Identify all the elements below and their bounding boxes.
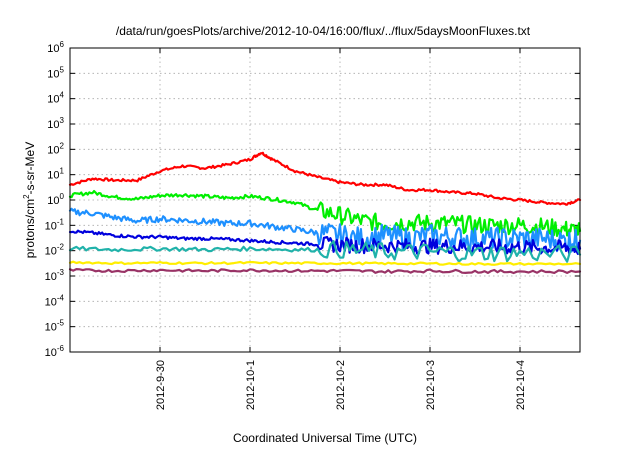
y-tick-label: 104 (47, 91, 64, 106)
chart-title: /data/run/goesPlots/archive/2012-10-04/1… (116, 24, 531, 38)
y-tick-exponent: -6 (57, 344, 65, 353)
y-tick-label: 10-2 (45, 243, 65, 258)
y-axis-label-main: protons/cm (23, 199, 37, 258)
y-tick-exponent: 6 (60, 40, 65, 49)
y-tick-base: 10 (47, 170, 59, 182)
series-line-3 (68, 207, 582, 253)
y-tick-base: 10 (45, 347, 57, 359)
y-tick-base: 10 (47, 68, 59, 80)
y-tick-label: 10-1 (45, 217, 65, 232)
y-tick-exponent: -5 (57, 319, 65, 328)
y-tick-exponent: 5 (60, 65, 65, 74)
y-tick-base: 10 (45, 220, 57, 232)
y-tick-base: 10 (45, 296, 57, 308)
y-tick-exponent: -2 (57, 243, 65, 252)
y-tick-exponent: 2 (60, 141, 65, 150)
x-tick-label: 2012-10-4 (515, 360, 527, 410)
y-tick-exponent: 3 (60, 116, 65, 125)
y-tick-label: 100 (47, 192, 64, 207)
y-tick-label: 102 (47, 141, 64, 156)
y-tick-exponent: -1 (57, 217, 65, 226)
series-group (68, 151, 582, 275)
y-axis-label: protons/cm2-s-sr-MeV (22, 142, 37, 258)
y-tick-base: 10 (47, 43, 59, 55)
series-line-1 (68, 151, 582, 206)
series-line-2 (68, 190, 582, 239)
x-tick-labels: 2012-9-30 2012-10-1 2012-10-2 2012-10-3 2012… (155, 360, 527, 410)
y-tick-exponent: 0 (60, 192, 65, 201)
y-tick-base: 10 (47, 144, 59, 156)
plot-frame (69, 47, 581, 353)
series-line-7 (68, 268, 582, 275)
y-tick-label: 105 (47, 65, 64, 80)
y-axis-label-suffix: -s-sr-MeV (23, 142, 37, 195)
y-tick-base: 10 (45, 246, 57, 258)
series-line-6 (68, 260, 582, 266)
x-tick-label: 2012-10-3 (425, 360, 437, 410)
y-tick-label: 101 (47, 167, 64, 182)
series-line-5 (68, 240, 582, 263)
y-tick-base: 10 (45, 271, 57, 283)
y-tick-base: 10 (45, 322, 57, 334)
x-tick-label: 2012-10-1 (245, 360, 257, 410)
y-tick-base: 10 (47, 94, 59, 106)
x-tick-label: 2012-9-30 (155, 360, 167, 410)
y-tick-exponent: 1 (60, 167, 65, 176)
y-axis-label-exponent: 2 (22, 194, 31, 199)
y-tick-label: 106 (47, 40, 64, 55)
y-tick-label: 10-3 (45, 268, 65, 283)
y-tick-exponent: 4 (60, 91, 65, 100)
y-tick-exponent: -4 (57, 293, 65, 302)
y-tick-label: 103 (47, 116, 64, 131)
x-axis-label: Coordinated Universal Time (UTC) (233, 431, 417, 445)
y-tick-label: 10-4 (45, 293, 65, 308)
y-tick-base: 10 (47, 119, 59, 131)
grid (70, 48, 580, 352)
y-tick-label: 10-5 (45, 319, 65, 334)
y-tick-labels: 10-610-510-410-310-210-11001011021031041… (45, 40, 65, 359)
y-tick-exponent: -3 (57, 268, 65, 277)
y-tick-label: 10-6 (45, 344, 65, 359)
x-tick-label: 2012-10-2 (335, 360, 347, 410)
y-tick-base: 10 (47, 195, 59, 207)
